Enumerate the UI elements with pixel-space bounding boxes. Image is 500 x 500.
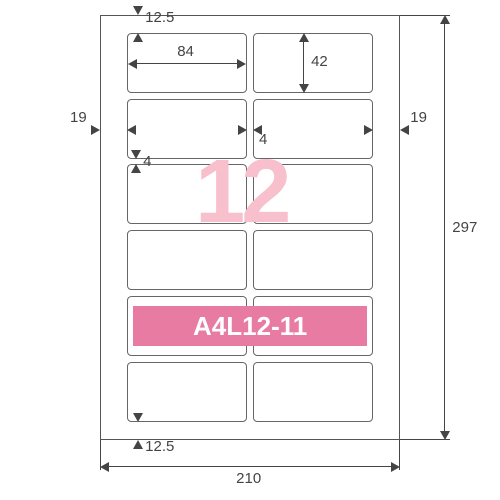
- dim-gap-h: 4: [259, 131, 267, 148]
- dim-margin-bottom: 12.5: [145, 438, 174, 455]
- label-cell: [253, 362, 373, 422]
- dim-margin-right: 19: [410, 109, 427, 126]
- dim-label-height: 42: [311, 53, 328, 70]
- label-cell: [127, 164, 247, 224]
- label-cell: [127, 99, 247, 159]
- dim-sheet-height: 297: [452, 219, 477, 236]
- label-cell: [253, 230, 373, 290]
- product-code-badge: A4L12-11: [133, 306, 367, 346]
- dim-margin-left: 19: [70, 109, 87, 126]
- label-cell: [253, 164, 373, 224]
- label-cell: [253, 99, 373, 159]
- dim-margin-top: 12.5: [145, 9, 174, 26]
- label-cell: [127, 362, 247, 422]
- diagram-stage: 12 A4L12-11 21029712.512.51919448442: [0, 0, 500, 500]
- dim-gap-v: 4: [143, 153, 151, 170]
- dim-label-width: 84: [177, 43, 194, 60]
- dim-sheet-width: 210: [236, 470, 261, 487]
- label-cell: [127, 230, 247, 290]
- product-code-text: A4L12-11: [193, 311, 307, 341]
